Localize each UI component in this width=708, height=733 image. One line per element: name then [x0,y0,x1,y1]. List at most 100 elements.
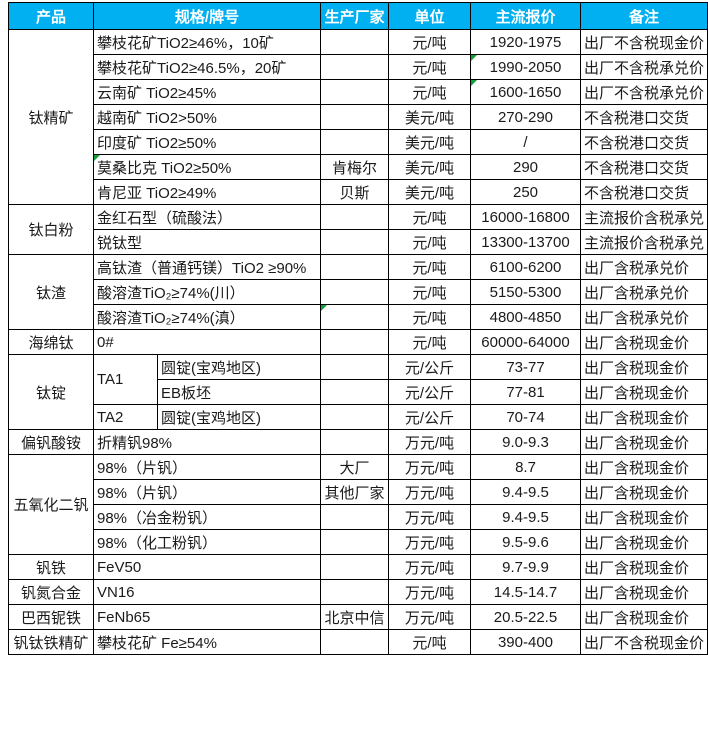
cell-unit-r6: 美元/吨 [388,154,471,180]
cell-product-r14: 钛锭 [8,354,94,430]
cell-maker-r6: 肯梅尔 [320,154,389,180]
cell-product-r25: 钒钛铁精矿 [8,629,94,655]
table-row: 巴西铌铁 FeNb65 北京中信 万元/吨 20.5-22.5 出厂含税现金价 [8,604,708,630]
cell-unit-r16: 元/公斤 [388,404,471,430]
cell-price-r4: 270-290 [470,104,581,130]
cell-spec2-r16: 圆锭(宝鸡地区) [157,404,321,430]
cell-unit-r25: 元/吨 [388,629,471,655]
cell-price-r12: 4800-4850 [470,304,581,330]
col-header-note: 备注 [580,2,708,30]
table-row: 酸溶渣TiO₂≥74%(滇） 元/吨 4800-4850 出厂含税承兑价 [9,304,708,330]
table-row: 越南矿 TiO2>50% 美元/吨 270-290 不含税港口交货 [9,104,708,130]
cell-product-r24: 巴西铌铁 [8,604,94,630]
cell-spec-r11: 酸溶渣TiO₂≥74%(川） [93,279,321,305]
cell-price-r17: 9.0-9.3 [470,429,581,455]
cell-spec-r10: 高钛渣（普通钙镁）TiO2 ≥90% [93,254,321,280]
cell-maker-r21 [320,529,389,555]
cell-spec1-r16: TA2 [93,404,158,430]
cell-spec-r18: 98%（片钒） [93,454,321,480]
cell-price-r20: 9.4-9.5 [470,504,581,530]
cell-note-r22: 出厂含税现金价 [580,554,708,580]
cell-price-r25: 390-400 [470,629,581,655]
cell-spec-r19: 98%（片钒） [93,479,321,505]
cell-maker-r2 [320,54,389,80]
cell-price-r10: 6100-6200 [470,254,581,280]
cell-note-r14: 出厂含税现金价 [580,354,708,380]
cell-maker-r18: 大厂 [320,454,389,480]
cell-note-r24: 出厂含税现金价 [580,604,708,630]
cell-price-r1: 1920-1975 [470,29,581,55]
cell-price-r11: 5150-5300 [470,279,581,305]
cell-spec-r21: 98%（化工粉钒） [93,529,321,555]
cell-note-r2: 出厂不含税承兑价 [580,54,708,80]
cell-note-r11: 出厂含税承兑价 [580,279,708,305]
cell-maker-r24: 北京中信 [320,604,389,630]
cell-unit-r23: 万元/吨 [388,579,471,605]
cell-maker-r12 [320,304,389,330]
cell-spec-r8: 金红石型（硫酸法） [93,204,321,230]
price-table: 产品 规格/牌号 生产厂家 单位 主流报价 备注 钛精矿 攀枝花矿TiO2≥46%，10矿元… [8,2,708,655]
col-header-product: 产品 [8,2,94,30]
cell-product-r10: 钛渣 [8,254,94,330]
cell-product-r8: 钛白粉 [8,204,94,255]
cell-maker-r16 [320,404,389,430]
cell-spec-r22: FeV50 [93,554,321,580]
cell-unit-r4: 美元/吨 [388,104,471,130]
cell-maker-r7: 贝斯 [320,179,389,205]
cell-note-r6: 不含税港口交货 [580,154,708,180]
cell-unit-r20: 万元/吨 [388,504,471,530]
cell-maker-r25 [320,629,389,655]
cell-unit-r13: 元/吨 [388,329,471,355]
cell-unit-r5: 美元/吨 [388,129,471,155]
cell-spec2-r14: 圆锭(宝鸡地区) [157,354,321,380]
table-row: 云南矿 TiO2≥45% 元/吨 1600-1650 出厂不含税承兑价 [9,79,708,105]
cell-maker-r22 [320,554,389,580]
cell-note-r8: 主流报价含税承兑 [580,204,708,230]
cell-unit-r22: 万元/吨 [388,554,471,580]
table-row: 98%（冶金粉钒） 万元/吨 9.4-9.5 出厂含税现金价 [9,504,708,530]
cell-price-r23: 14.5-14.7 [470,579,581,605]
cell-unit-r24: 万元/吨 [388,604,471,630]
cell-maker-r4 [320,104,389,130]
cell-price-r8: 16000-16800 [470,204,581,230]
cell-note-r4: 不含税港口交货 [580,104,708,130]
cell-note-r13: 出厂含税现金价 [580,329,708,355]
col-header-spec: 规格/牌号 [93,2,321,30]
cell-maker-r15 [320,379,389,405]
table-row: 98%（片钒） 其他厂家 万元/吨 9.4-9.5 出厂含税现金价 [9,479,708,505]
cell-flag-triangle-icon [471,55,477,61]
cell-unit-r8: 元/吨 [388,204,471,230]
cell-price-r15: 77-81 [470,379,581,405]
cell-unit-r19: 万元/吨 [388,479,471,505]
table-row: 钒铁 FeV50 万元/吨 9.7-9.9 出厂含税现金价 [8,554,708,580]
table-row: 海绵钛 0# 元/吨 60000-64000 出厂含税现金价 [8,329,708,355]
cell-price-r24: 20.5-22.5 [470,604,581,630]
table-row: 钛锭 TA1 圆锭(宝鸡地区) 元/公斤 73-77 出厂含税现金价 [8,354,708,430]
cell-spec1-r14: TA1 [93,354,158,405]
cell-unit-r21: 万元/吨 [388,529,471,555]
cell-unit-r10: 元/吨 [388,254,471,280]
cell-note-r21: 出厂含税现金价 [580,529,708,555]
cell-spec-r17: 折精钒98% [93,429,321,455]
cell-maker-r8 [320,204,389,230]
cell-product-r17: 偏钒酸铵 [8,429,94,455]
table-row: 钒钛铁精矿 攀枝花矿 Fe≥54% 元/吨 390-400 出厂不含税现金价 [8,629,708,655]
cell-note-r3: 出厂不含税承兑价 [580,79,708,105]
cell-unit-r2: 元/吨 [388,54,471,80]
cell-maker-r20 [320,504,389,530]
cell-note-r9: 主流报价含税承兑 [580,229,708,255]
cell-maker-r13 [320,329,389,355]
cell-price-r21: 9.5-9.6 [470,529,581,555]
table-body: 钛精矿 攀枝花矿TiO2≥46%，10矿 元/吨 1920-1975 出厂不含税现金价攀… [8,29,708,655]
cell-product-r13: 海绵钛 [8,329,94,355]
cell-spec-r5: 印度矿 TiO2≥50% [93,129,321,155]
cell-unit-r18: 万元/吨 [388,454,471,480]
cell-maker-r23 [320,579,389,605]
cell-flag-triangle-icon [94,155,100,161]
cell-spec-r1: 攀枝花矿TiO2≥46%，10矿 [93,29,321,55]
cell-product-r18: 五氧化二钒 [8,454,94,555]
cell-maker-r10 [320,254,389,280]
cell-note-r20: 出厂含税现金价 [580,504,708,530]
col-header-unit: 单位 [388,2,471,30]
table-row: 肯尼亚 TiO2≥49% 贝斯 美元/吨 250 不含税港口交货 [9,179,708,205]
